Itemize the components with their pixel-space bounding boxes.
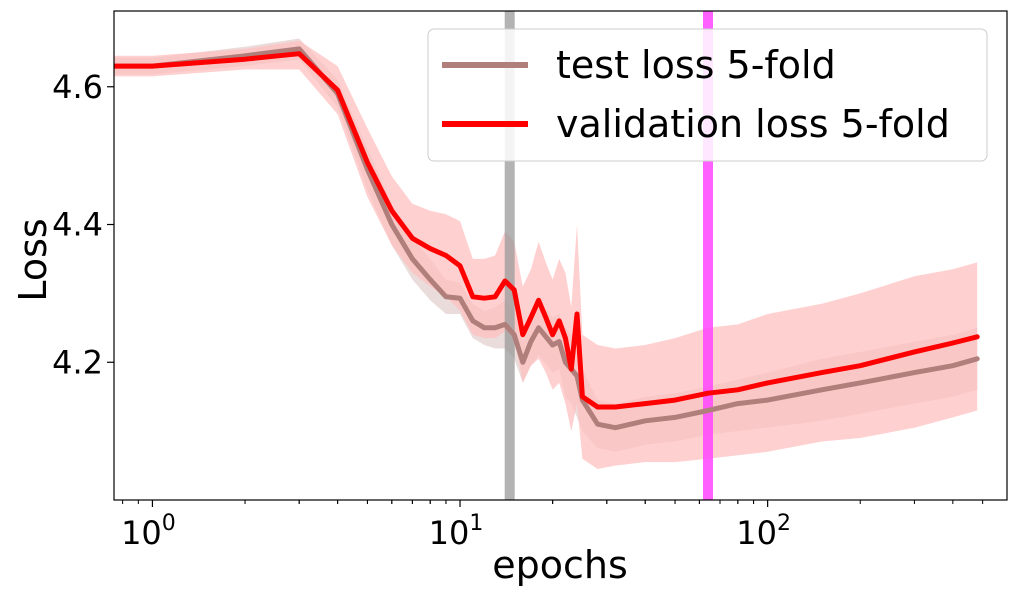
y-tick-label: 4.6 bbox=[52, 68, 103, 106]
tick-layer: 4.2 4.4 4.6 100 101 102 bbox=[52, 68, 984, 552]
legend-label-test-loss: test loss 5-fold bbox=[556, 43, 836, 87]
x-tick-label: 100 bbox=[121, 511, 176, 552]
x-tick-label: 101 bbox=[429, 511, 484, 552]
x-tick-label: 102 bbox=[736, 511, 791, 552]
plot-layer bbox=[114, 11, 980, 500]
line-validation-loss bbox=[114, 51, 980, 410]
gray-marker bbox=[504, 11, 515, 500]
plot-content bbox=[114, 11, 980, 500]
legend-box bbox=[427, 28, 988, 162]
magenta-marker bbox=[703, 11, 713, 500]
y-tick-label: 4.4 bbox=[52, 206, 103, 244]
line-test-loss bbox=[114, 46, 980, 431]
y-tick-label: 4.2 bbox=[52, 343, 103, 381]
x-axis-title: epochs bbox=[492, 543, 628, 587]
legend-label-validation-loss: validation loss 5-fold bbox=[556, 102, 950, 146]
y-axis-title: Loss bbox=[11, 218, 55, 301]
band-validation-loss bbox=[114, 40, 978, 469]
plot-frame bbox=[113, 10, 1008, 501]
legend: test loss 5-fold validation loss 5-fold bbox=[427, 28, 988, 162]
